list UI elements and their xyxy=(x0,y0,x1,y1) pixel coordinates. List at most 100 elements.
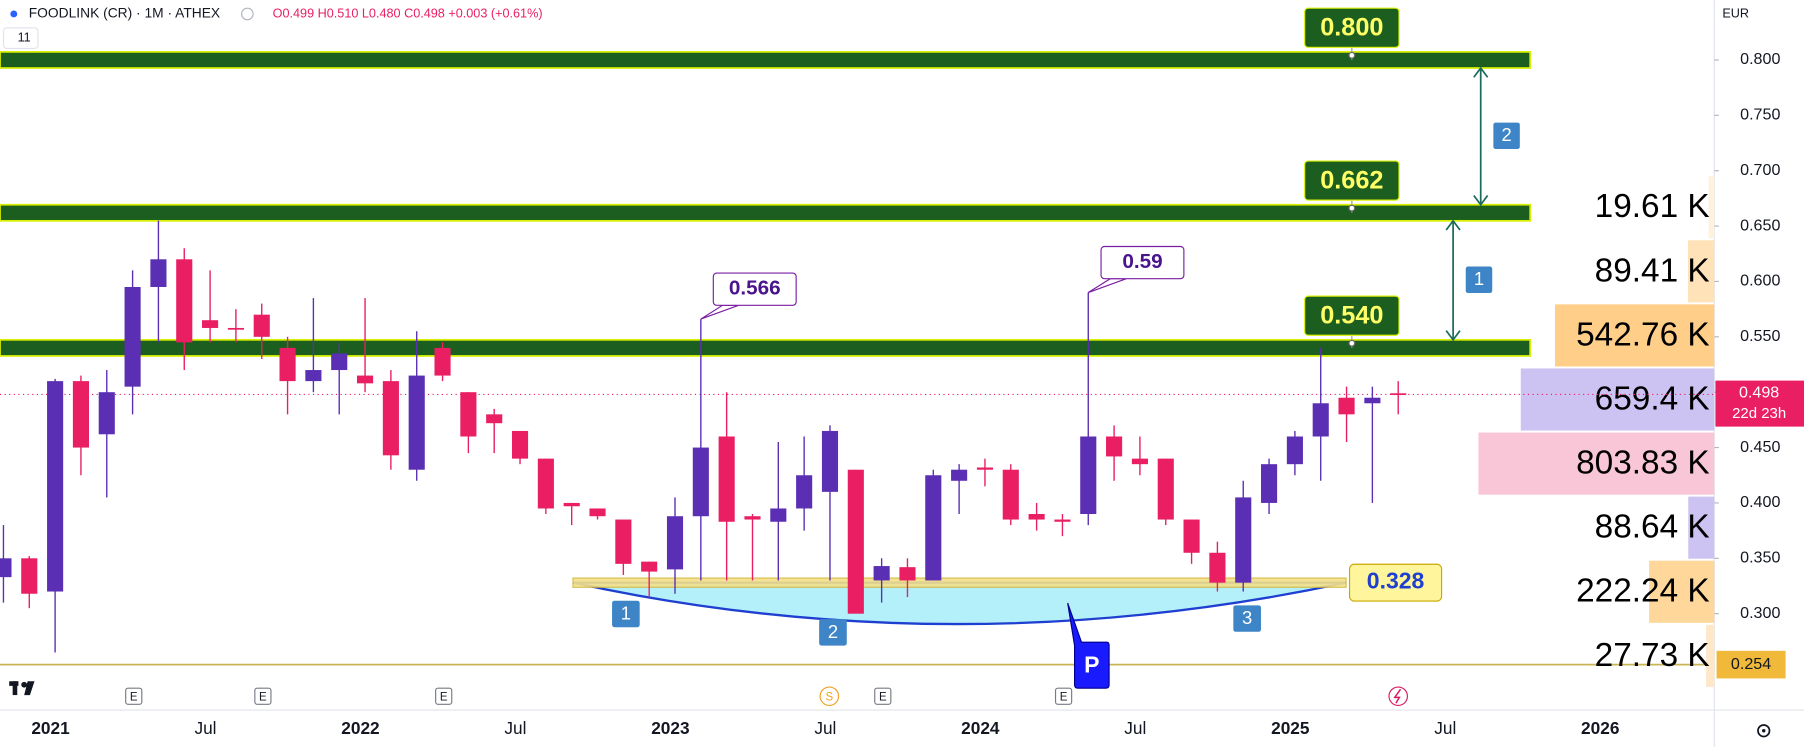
candle-body xyxy=(1157,458,1174,520)
candle-body xyxy=(951,469,968,481)
candle-body xyxy=(21,558,38,594)
candle-body xyxy=(124,286,141,387)
x-tick-label: 2025 xyxy=(1271,718,1310,738)
volume-profile-label: 88.64 K xyxy=(1595,509,1710,546)
y-tick-label: 0.300 xyxy=(1740,604,1780,622)
support-label-box xyxy=(1348,563,1443,602)
candle-body xyxy=(770,508,787,522)
x-tick-label: Jul xyxy=(814,718,836,738)
volume-profile-bar xyxy=(1649,560,1715,623)
candle-body xyxy=(1131,458,1148,465)
callout-box xyxy=(712,272,797,306)
candle-body xyxy=(331,353,348,371)
candle-body xyxy=(925,475,942,581)
indicator-toggle[interactable] xyxy=(2,27,39,50)
level-anchor xyxy=(1348,339,1356,347)
level-label: 0.662 xyxy=(1320,166,1383,194)
volume-profile-bar xyxy=(1555,304,1715,367)
candle-body xyxy=(1106,436,1123,457)
ohlc-header: O0.499 H0.510 L0.480 C0.498 +0.003 (+0.6… xyxy=(273,6,543,20)
support-label: 0.328 xyxy=(1367,568,1425,594)
candle-body xyxy=(511,430,529,459)
settings-icon[interactable] xyxy=(1757,724,1771,738)
volume-profile-bar xyxy=(1478,432,1715,495)
x-tick-label: 2021 xyxy=(31,718,70,738)
y-tick-label: 0.600 xyxy=(1740,272,1780,290)
candle-body xyxy=(279,347,296,382)
event-badge xyxy=(819,686,840,706)
pattern-label: 1 xyxy=(621,602,631,623)
candle-body xyxy=(72,381,89,448)
event-badge xyxy=(254,687,272,705)
candle-body xyxy=(1390,393,1407,396)
pattern-label: P xyxy=(1084,651,1099,677)
y-tick-label: 0.800 xyxy=(1740,50,1780,68)
y-tick-label: 0.400 xyxy=(1740,493,1780,511)
candle-body xyxy=(821,430,839,492)
volume-profile-bar xyxy=(1706,624,1715,687)
last-price-box xyxy=(1715,380,1804,427)
candle-body xyxy=(253,314,270,337)
move-label: 1 xyxy=(1474,268,1484,289)
candle-body xyxy=(1338,397,1355,415)
x-tick-label: Jul xyxy=(504,718,526,738)
level-anchor xyxy=(1348,51,1356,59)
candle-body xyxy=(1312,403,1329,437)
arrow-head xyxy=(1445,219,1461,342)
candle-body xyxy=(202,320,219,328)
event-badge xyxy=(1054,687,1073,705)
candle-body xyxy=(976,467,994,470)
candle-body xyxy=(615,519,632,564)
candle-body xyxy=(382,381,399,456)
y-tick-label: 0.350 xyxy=(1740,549,1780,567)
baseline-axis-label: 0.254 xyxy=(1731,655,1771,673)
candle-body xyxy=(666,516,684,570)
candle-body xyxy=(692,447,709,517)
pattern-p-box xyxy=(1067,602,1110,689)
level-label: 0.540 xyxy=(1320,302,1383,330)
volume-profile-label: 19.61 K xyxy=(1595,188,1710,225)
y-tick-label: 0.650 xyxy=(1740,216,1780,234)
candle-body xyxy=(98,392,115,435)
candle-body xyxy=(1002,469,1019,520)
candle-body xyxy=(434,347,451,376)
candle-body xyxy=(1054,519,1071,522)
event-label: E xyxy=(1060,691,1068,703)
candle-body xyxy=(305,370,322,382)
pattern-label-box xyxy=(819,619,847,646)
event-label: S xyxy=(826,691,834,703)
indicator-count[interactable]: 11 xyxy=(18,30,31,44)
volume-profile-bar xyxy=(1688,240,1715,303)
support-zone xyxy=(572,577,1347,588)
level-label-box xyxy=(1304,160,1400,201)
volume-profile-label: 542.76 K xyxy=(1576,316,1710,353)
x-tick-label: 2026 xyxy=(1581,718,1619,738)
volume-profile-bar xyxy=(1688,496,1715,559)
volume-profile-label: 89.41 K xyxy=(1595,252,1710,289)
candle-body xyxy=(486,414,503,424)
level-band xyxy=(0,203,1532,222)
candle-body xyxy=(589,508,606,517)
baseline-axis-box xyxy=(1716,650,1786,679)
candle-body xyxy=(796,475,813,509)
candle-body xyxy=(176,259,193,343)
candle-body xyxy=(1286,436,1303,465)
move-label: 2 xyxy=(1501,124,1511,145)
candle-body xyxy=(1209,552,1226,583)
symbol-title: FOODLINK (CR) · 1M · ATHEX xyxy=(29,6,220,21)
event-badge xyxy=(874,687,892,705)
cup-pattern xyxy=(572,581,1347,626)
level-band xyxy=(0,51,1532,69)
arrow-head xyxy=(1473,66,1489,207)
pattern-label: 3 xyxy=(1242,607,1252,628)
y-tick-label: 0.550 xyxy=(1740,327,1780,345)
event-lightning xyxy=(1388,686,1408,706)
level-anchor xyxy=(1348,204,1356,212)
x-tick-label: Jul xyxy=(1434,718,1456,738)
candle-body xyxy=(408,375,425,470)
market-status xyxy=(241,7,254,21)
x-tick-label: 2023 xyxy=(651,718,689,738)
last-price-label: 0.498 xyxy=(1739,384,1779,402)
